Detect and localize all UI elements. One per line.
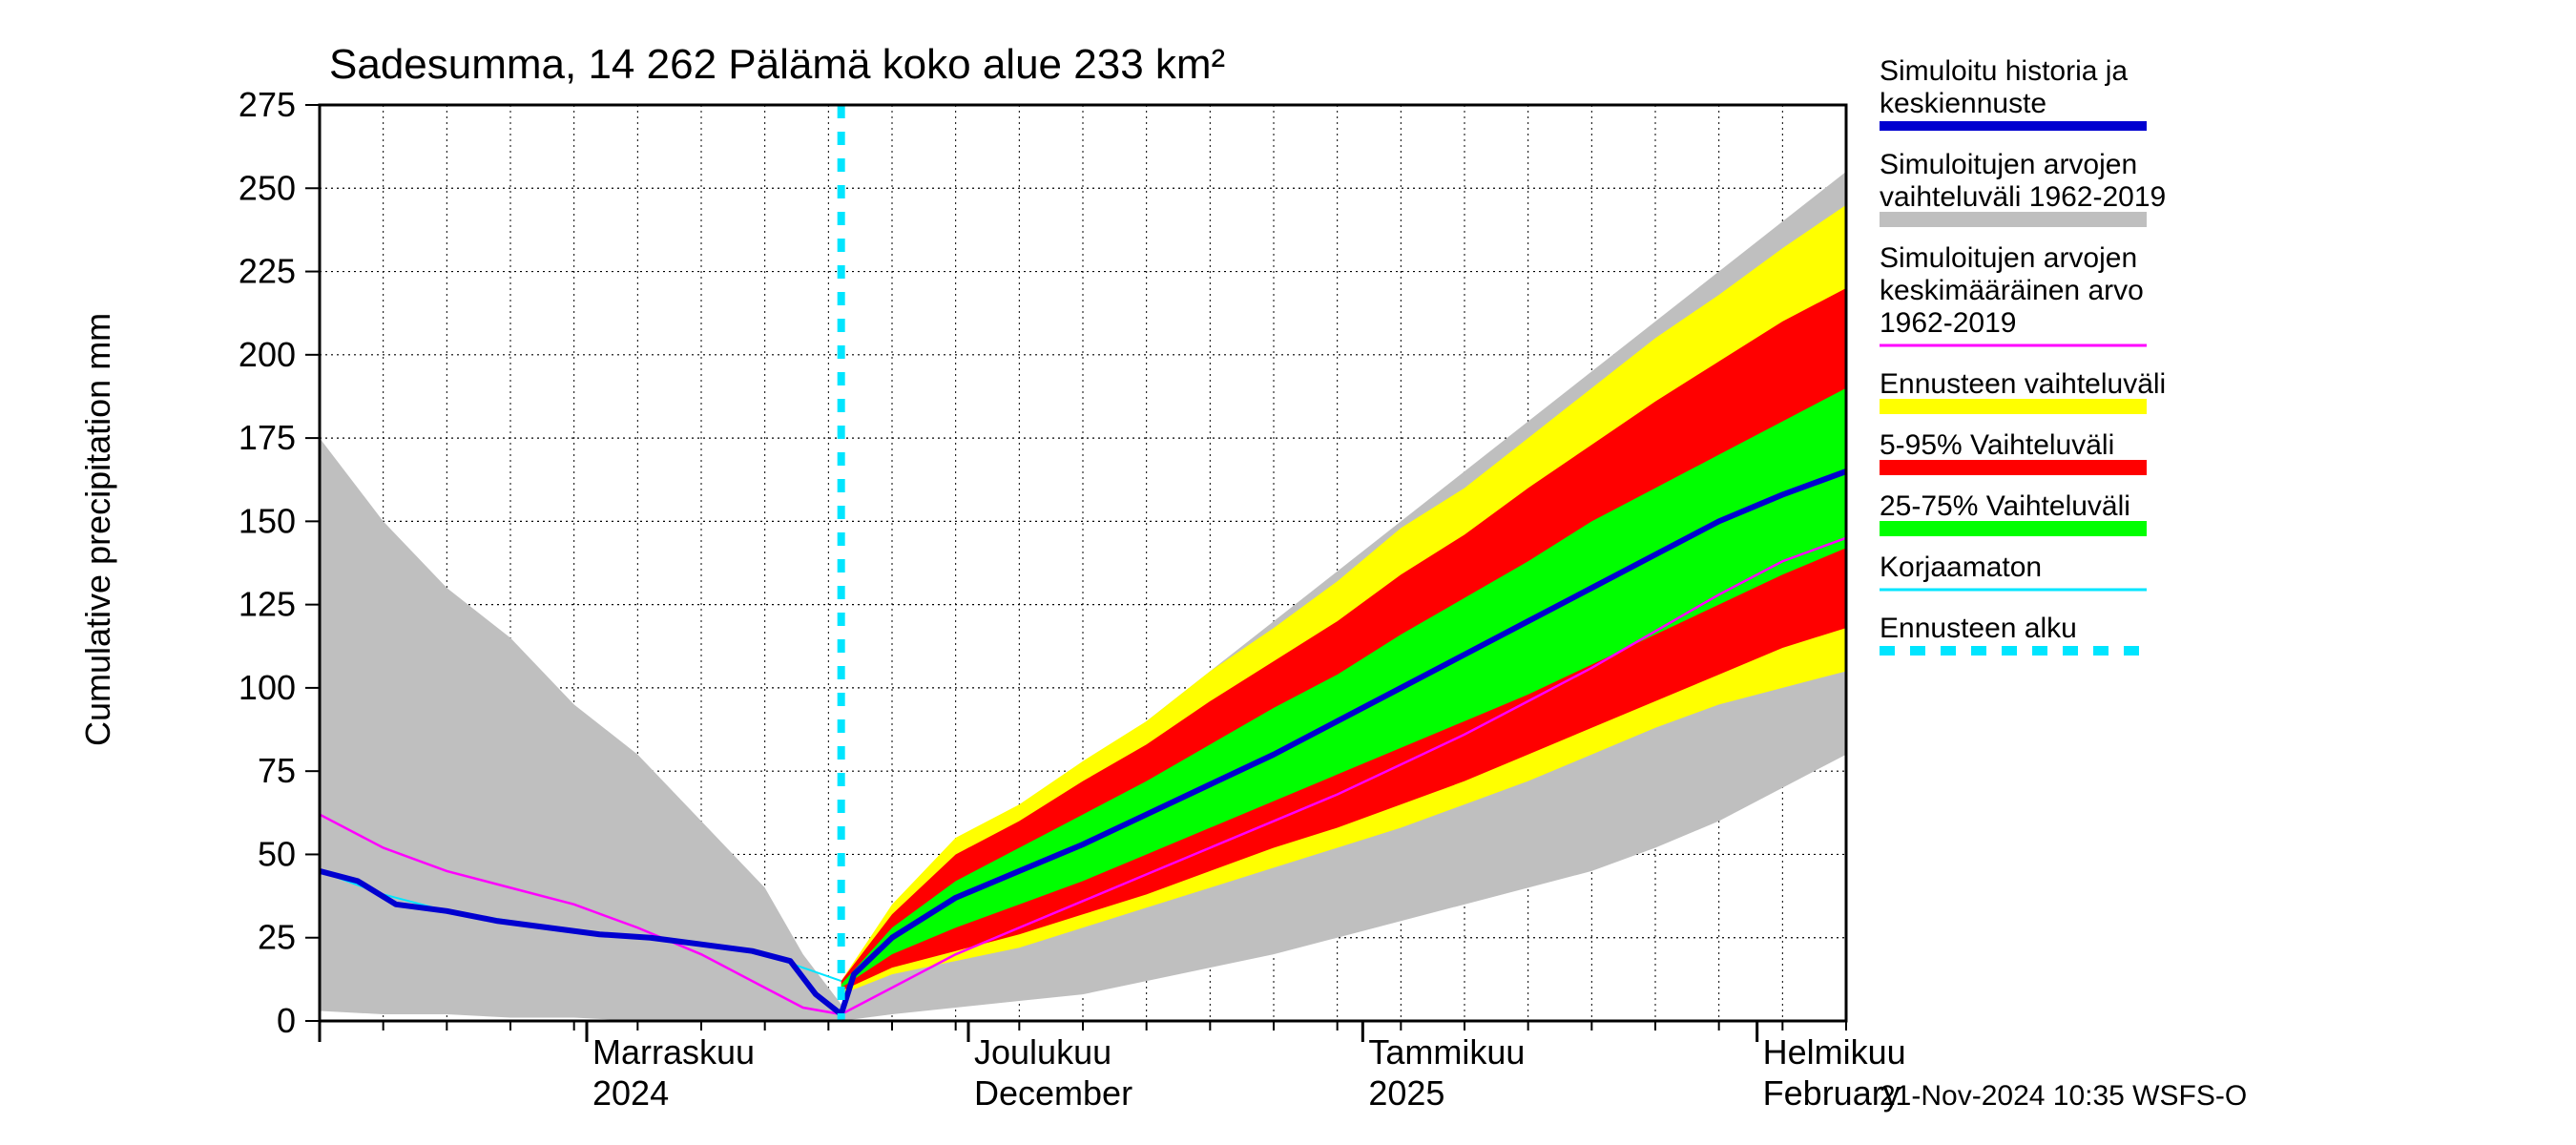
legend-label: 5-95% Vaihteluväli — [1880, 429, 2114, 461]
y-tick-label: 75 — [258, 751, 296, 790]
y-tick-label: 275 — [239, 85, 296, 124]
x-month-label: Marraskuu — [592, 1032, 755, 1072]
y-axis-label: Cumulative precipitation mm — [78, 313, 117, 746]
y-tick-label: 250 — [239, 168, 296, 207]
x-month-sub-label: 2024 — [592, 1073, 669, 1113]
chart-footer: 21-Nov-2024 10:35 WSFS-O — [1880, 1080, 2247, 1112]
y-tick-label: 225 — [239, 252, 296, 291]
y-tick-label: 200 — [239, 335, 296, 374]
legend-label: Ennusteen alku — [1880, 613, 2077, 644]
legend-label: Simuloitu historia ja — [1880, 55, 2128, 87]
legend-swatch-band — [1880, 399, 2147, 414]
legend-label: keskiennuste — [1880, 88, 2046, 119]
legend-label: Ennusteen vaihteluväli — [1880, 368, 2166, 400]
legend-label: keskimääräinen arvo — [1880, 275, 2144, 306]
legend: Simuloitu historia jakeskiennuste Simuloi… — [1880, 55, 2166, 651]
y-tick-label: 150 — [239, 501, 296, 540]
legend-label: 25-75% Vaihteluväli — [1880, 490, 2130, 522]
x-month-sub-label: December — [974, 1073, 1132, 1113]
legend-label: vaihteluväli 1962-2019 — [1880, 181, 2166, 213]
x-month-sub-label: 2025 — [1368, 1073, 1444, 1113]
y-tick-label: 25 — [258, 918, 296, 957]
chart-title: Sadesumma, 14 262 Pälämä koko alue 233 k… — [329, 41, 1225, 88]
x-month-labels: Marraskuu2024 JoulukuuDecember Tammikuu202… — [320, 1021, 1906, 1113]
y-tick-label: 0 — [277, 1001, 296, 1040]
legend-label: Korjaamaton — [1880, 552, 2042, 583]
legend-label: 1962-2019 — [1880, 307, 2016, 339]
x-month-label: Tammikuu — [1368, 1032, 1525, 1072]
x-month-label: Helmikuu — [1763, 1032, 1906, 1072]
legend-swatch-band — [1880, 521, 2147, 536]
y-tick-label: 100 — [239, 668, 296, 707]
y-tick-label: 125 — [239, 585, 296, 624]
y-tick-label: 50 — [258, 834, 296, 873]
legend-label: Simuloitujen arvojen — [1880, 149, 2137, 180]
precipitation-forecast-chart: 0 25 50 75 100 125 150 175 200 225 250 275 Marraskuu… — [0, 0, 2576, 1145]
x-month-label: Joulukuu — [974, 1032, 1111, 1072]
legend-swatch-band — [1880, 212, 2147, 227]
y-tick-label: 175 — [239, 418, 296, 457]
legend-label: Simuloitujen arvojen — [1880, 242, 2137, 274]
legend-swatch-band — [1880, 460, 2147, 475]
